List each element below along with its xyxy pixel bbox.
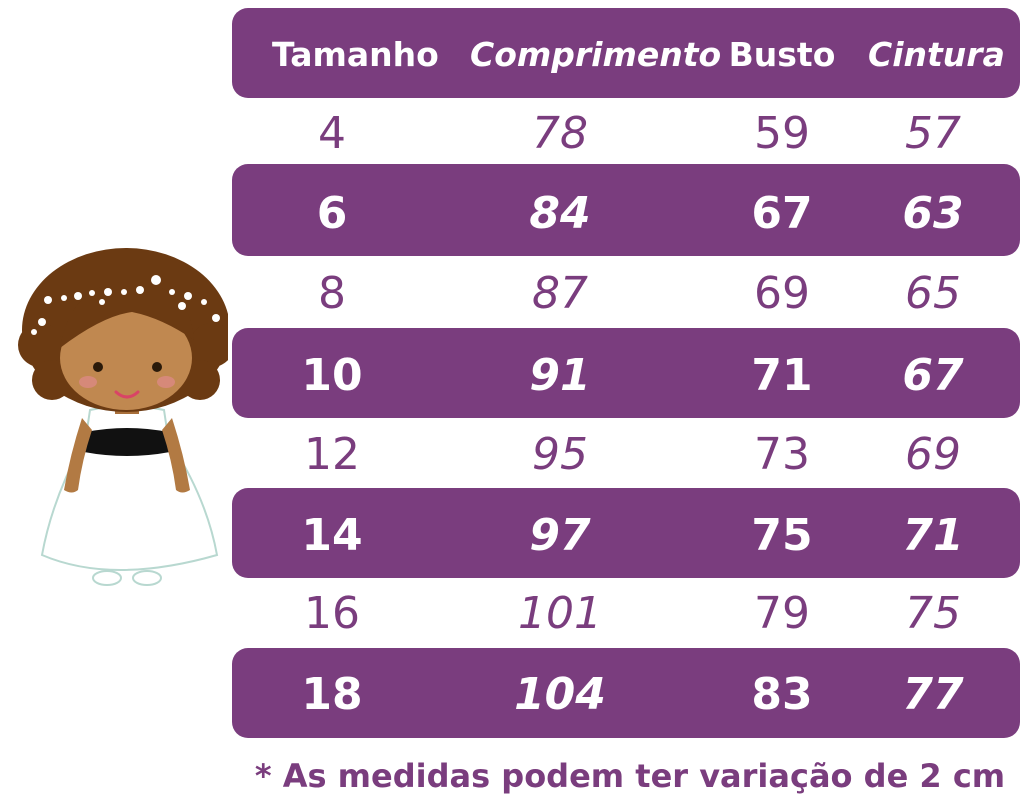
cell-tamanho: 12 [304,429,360,480]
table-row-band [232,488,1020,578]
cell-busto: 71 [751,350,813,401]
cell-cintura: 65 [905,268,961,319]
table-row-band [232,328,1020,418]
cell-busto: 67 [751,188,813,239]
cell-cintura: 77 [902,669,964,720]
cell-tamanho: 16 [304,588,360,639]
cell-busto: 73 [754,429,810,480]
cell-busto: 69 [754,268,810,319]
cell-comprimento: 95 [532,429,588,480]
girl-illustration [18,248,228,586]
cell-busto: 79 [754,588,810,639]
header-tamanho: Tamanho [272,35,439,74]
table-row-band [232,164,1020,256]
cell-cintura: 67 [902,350,964,401]
header-cintura: Cintura [868,35,1005,74]
cell-tamanho: 6 [316,188,348,239]
table-row-band [232,648,1020,738]
cell-cintura: 57 [905,108,961,159]
header-busto: Busto [728,35,836,74]
cell-tamanho: 18 [301,669,363,720]
cell-busto: 75 [751,510,813,561]
cell-busto: 83 [751,669,813,720]
cell-cintura: 75 [905,588,961,639]
cell-comprimento: 78 [532,108,588,159]
header-comprimento: Comprimento [470,35,722,74]
cell-tamanho: 4 [318,108,346,159]
cell-comprimento: 91 [529,350,591,401]
cell-tamanho: 10 [301,350,363,401]
cell-tamanho: 8 [318,268,346,319]
cell-comprimento: 87 [532,268,588,319]
cell-comprimento: 97 [529,510,591,561]
measurement-footnote: * As medidas podem ter variação de 2 cm [254,757,1006,795]
cell-tamanho: 14 [301,510,363,561]
cell-busto: 59 [754,108,810,159]
cell-comprimento: 101 [518,588,602,639]
header-row [232,8,1020,98]
cell-comprimento: 104 [514,669,606,720]
cell-cintura: 71 [902,510,964,561]
cell-cintura: 69 [905,429,961,480]
cell-comprimento: 84 [529,188,591,239]
cell-cintura: 63 [902,188,964,239]
